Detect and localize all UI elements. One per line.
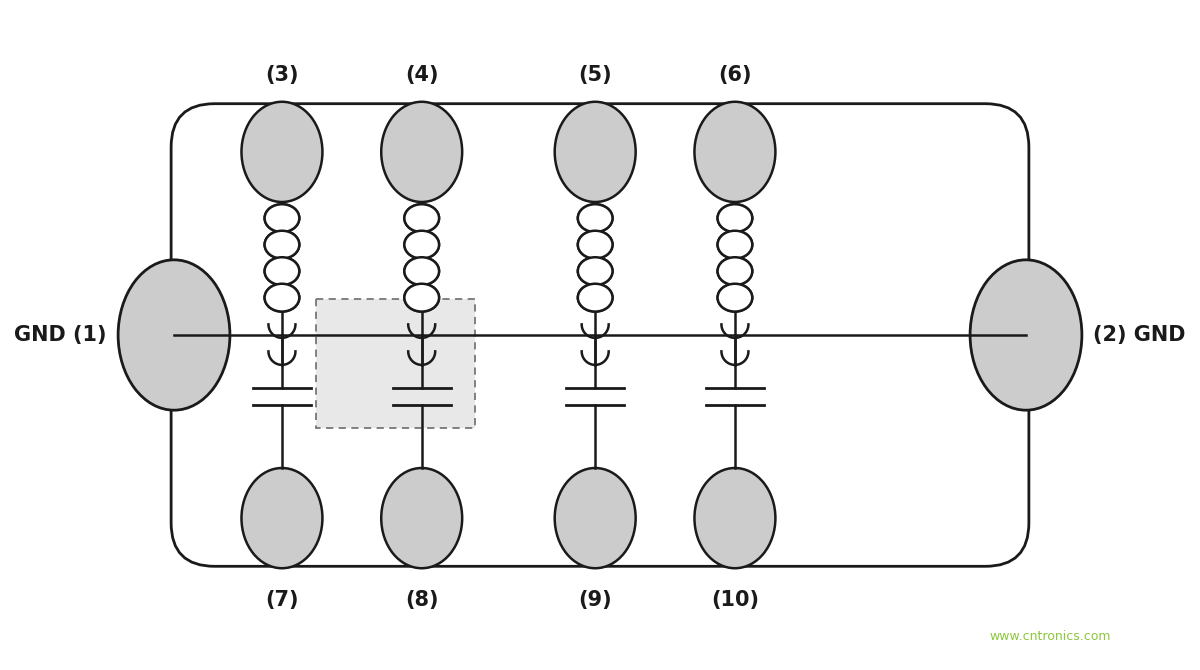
Ellipse shape <box>578 204 612 232</box>
Ellipse shape <box>578 230 612 259</box>
Ellipse shape <box>265 283 299 312</box>
Ellipse shape <box>404 283 439 312</box>
Text: www.cntronics.com: www.cntronics.com <box>989 630 1111 643</box>
Text: (5): (5) <box>578 65 612 85</box>
Ellipse shape <box>404 230 439 259</box>
Ellipse shape <box>970 260 1082 410</box>
Ellipse shape <box>404 204 439 232</box>
Ellipse shape <box>718 230 752 259</box>
Text: (9): (9) <box>578 590 612 610</box>
Ellipse shape <box>718 204 752 232</box>
Ellipse shape <box>265 257 299 285</box>
Ellipse shape <box>578 283 612 312</box>
Ellipse shape <box>118 260 230 410</box>
Ellipse shape <box>718 257 752 285</box>
Ellipse shape <box>265 204 299 232</box>
Ellipse shape <box>404 257 439 285</box>
Ellipse shape <box>578 230 612 259</box>
Ellipse shape <box>404 204 439 232</box>
Ellipse shape <box>265 230 299 259</box>
Ellipse shape <box>554 468 636 568</box>
Ellipse shape <box>718 204 752 232</box>
Ellipse shape <box>718 257 752 285</box>
Ellipse shape <box>382 102 462 202</box>
Ellipse shape <box>554 102 636 202</box>
Ellipse shape <box>265 230 299 259</box>
Ellipse shape <box>404 257 439 285</box>
Text: (8): (8) <box>404 590 438 610</box>
Ellipse shape <box>695 468 775 568</box>
Text: GND (1): GND (1) <box>14 325 107 345</box>
Ellipse shape <box>382 468 462 568</box>
Text: (6): (6) <box>718 65 751 85</box>
Ellipse shape <box>718 230 752 259</box>
Text: (2) GND: (2) GND <box>1093 325 1186 345</box>
Bar <box>316 299 475 429</box>
Text: (4): (4) <box>404 65 438 85</box>
Text: (7): (7) <box>265 590 299 610</box>
Ellipse shape <box>404 283 439 312</box>
Ellipse shape <box>265 204 299 232</box>
Text: (10): (10) <box>710 590 758 610</box>
Ellipse shape <box>578 257 612 285</box>
Ellipse shape <box>695 102 775 202</box>
Ellipse shape <box>265 283 299 312</box>
Ellipse shape <box>265 257 299 285</box>
Ellipse shape <box>578 283 612 312</box>
Ellipse shape <box>578 204 612 232</box>
Ellipse shape <box>718 283 752 312</box>
Ellipse shape <box>241 102 323 202</box>
Ellipse shape <box>718 283 752 312</box>
Text: (3): (3) <box>265 65 299 85</box>
Ellipse shape <box>578 257 612 285</box>
Ellipse shape <box>404 230 439 259</box>
Ellipse shape <box>241 468 323 568</box>
